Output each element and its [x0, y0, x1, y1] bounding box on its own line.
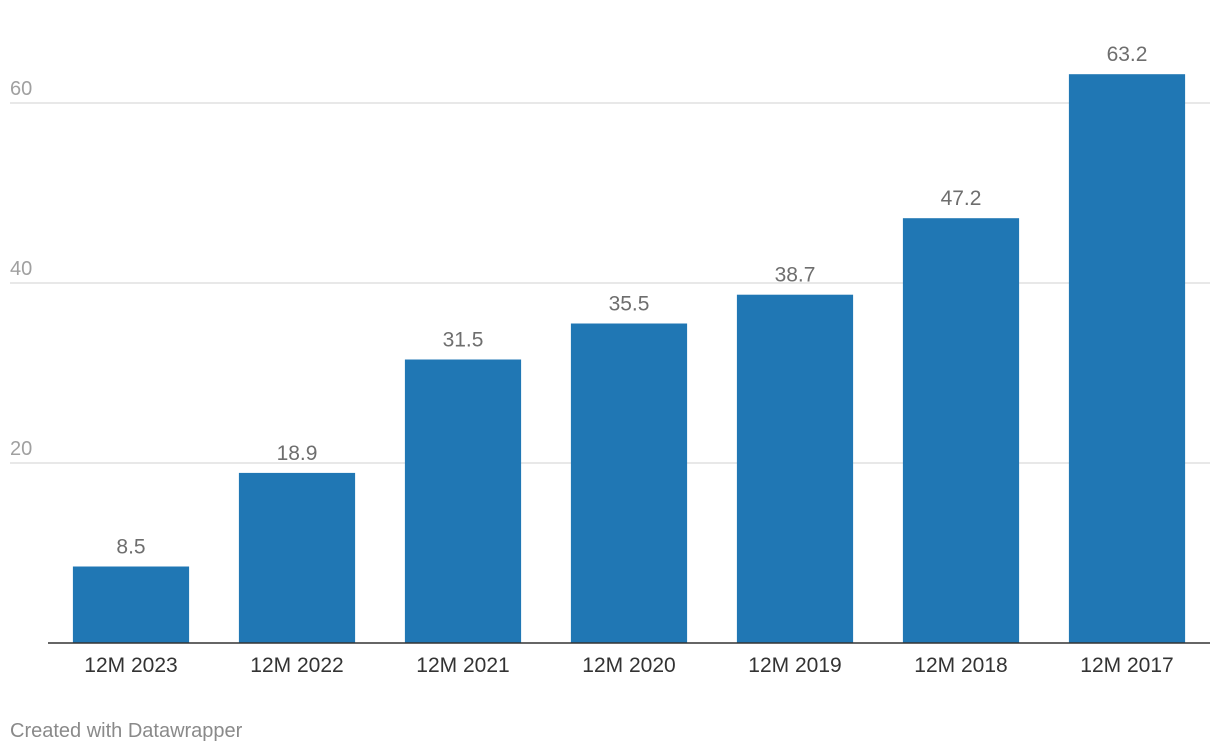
value-label: 47.2 [941, 187, 982, 210]
y-tick-label: 20 [10, 438, 32, 460]
value-label: 8.5 [116, 536, 145, 559]
value-label: 31.5 [443, 329, 484, 352]
value-label: 18.9 [277, 442, 318, 465]
category-label: 12M 2021 [416, 654, 509, 677]
bar [736, 294, 854, 643]
category-label: 12M 2018 [914, 654, 1007, 677]
value-label: 63.2 [1107, 43, 1148, 66]
x-axis-category-labels: 12M 2023 12M 2022 12M 2021 12M 2020 12M 2019… [84, 654, 1173, 677]
value-label: 38.7 [775, 264, 816, 287]
y-tick-label: 40 [10, 258, 32, 280]
category-label: 12M 2022 [250, 654, 343, 677]
bar [404, 359, 522, 643]
bar [238, 472, 356, 643]
category-label: 12M 2023 [84, 654, 177, 677]
value-labels: 8.5 18.9 31.5 35.5 38.7 47.2 63.2 [116, 43, 1147, 558]
bars [72, 74, 1186, 643]
y-axis-tick-labels: 20 40 60 [10, 78, 32, 460]
category-label: 12M 2017 [1080, 654, 1173, 677]
category-label: 12M 2020 [582, 654, 675, 677]
bar-chart: 20 40 60 8.5 18.9 31.5 35.5 38.7 47.2 63.2 12M 2… [10, 43, 1210, 677]
category-label: 12M 2019 [748, 654, 841, 677]
bar [1068, 74, 1186, 643]
value-label: 35.5 [609, 293, 650, 316]
bar [72, 566, 190, 643]
y-tick-label: 60 [10, 78, 32, 100]
bar [902, 218, 1020, 643]
bar [570, 323, 688, 643]
credit-text: Created with Datawrapper [10, 720, 243, 742]
